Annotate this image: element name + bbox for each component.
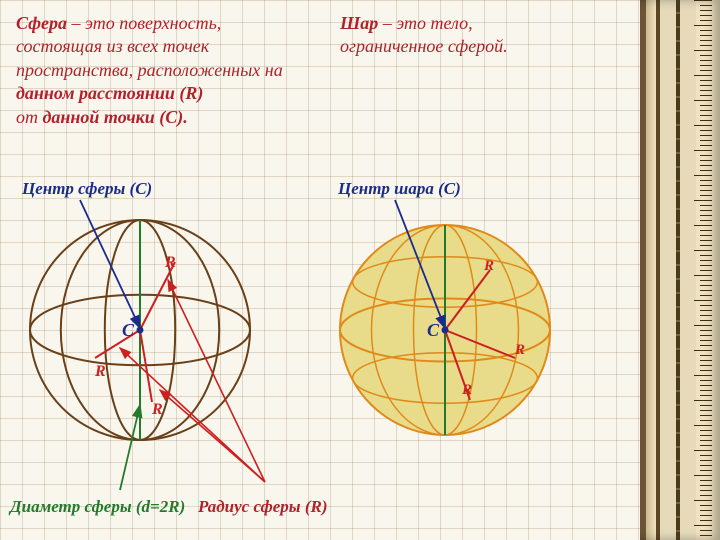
- svg-text:R: R: [151, 401, 163, 418]
- svg-text:R: R: [483, 258, 494, 274]
- diagram-svg: R R R С R R R С: [0, 0, 640, 540]
- svg-text:С: С: [427, 320, 440, 340]
- ruler-rail: [676, 0, 680, 540]
- svg-text:R: R: [94, 363, 106, 380]
- ruler-ticks-major: [694, 0, 712, 540]
- svg-text:С: С: [122, 320, 135, 340]
- svg-text:R: R: [514, 342, 525, 358]
- svg-text:R: R: [461, 382, 472, 398]
- svg-text:R: R: [164, 254, 176, 271]
